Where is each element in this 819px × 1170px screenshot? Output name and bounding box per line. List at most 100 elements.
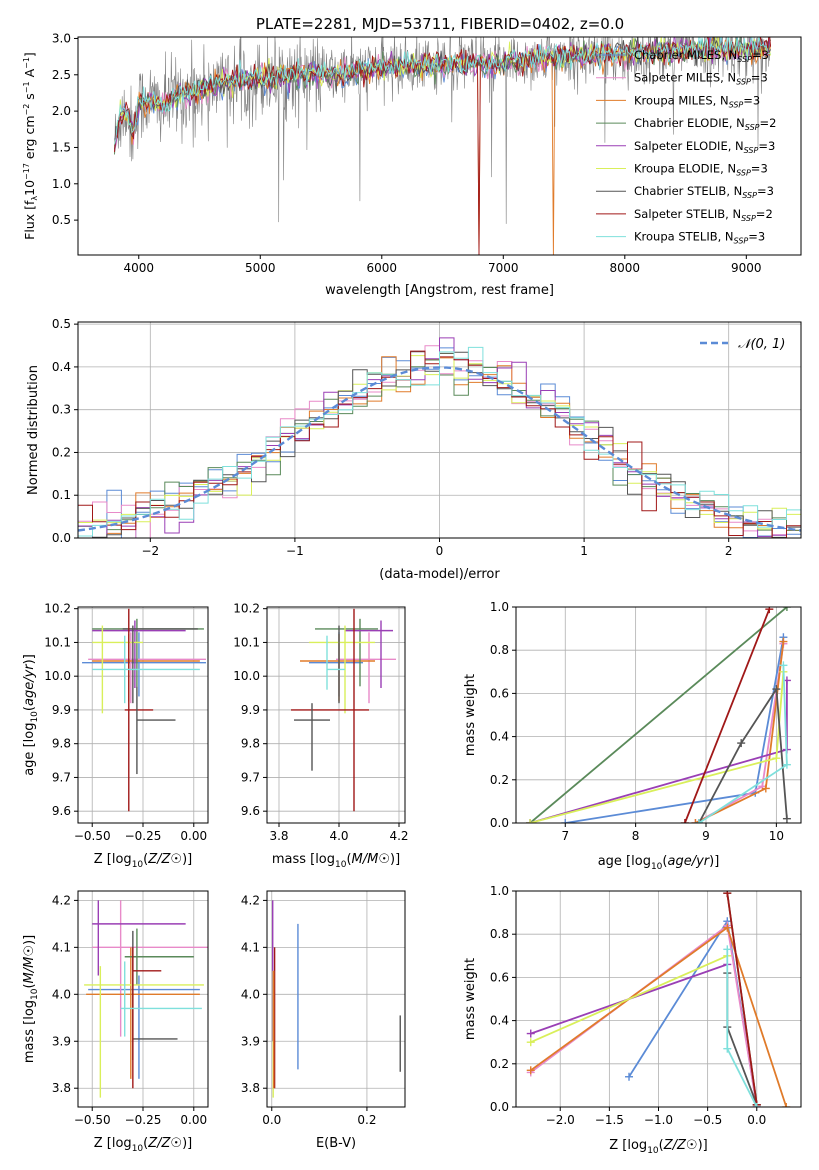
legend-entry: Chabrier ELODIE, NSSP=2 xyxy=(634,116,776,132)
y-tick-label: 10.0 xyxy=(233,669,260,683)
y-tick-label: 1.0 xyxy=(490,884,509,898)
x-tick-label: 0.0 xyxy=(262,1113,281,1127)
x-axis-label: age [log10(age/yr)] xyxy=(598,854,720,872)
axis-label-rest: ( xyxy=(22,983,37,988)
weight-series-line xyxy=(628,918,758,1107)
legend-eq: = xyxy=(748,230,758,244)
legend-subscript: SSP xyxy=(734,237,749,246)
weight-series-line xyxy=(698,686,788,823)
legend-nssp: 3 xyxy=(760,162,767,176)
x-tick-label: 7 xyxy=(561,829,569,843)
axes-frame: 7 8 9 10 0.0 0.2 0.4 0.6 0.8 1.0 xyxy=(490,600,802,843)
x-tick-label: 8000 xyxy=(610,261,641,275)
weight-series-line xyxy=(530,954,728,1044)
plot-area xyxy=(78,337,801,538)
y-tick-label: 10.0 xyxy=(44,669,71,683)
x-axis-label: (data-model)/error xyxy=(379,567,500,582)
y-tick-label: 3.0 xyxy=(52,31,71,45)
axis-label-rest: ( xyxy=(346,852,351,867)
legend-eq: = xyxy=(757,184,767,198)
y-tick-label: 0.0 xyxy=(52,531,71,545)
figure-title: PLATE=2281, MJD=53711, FIBERID=0402, z=0… xyxy=(256,15,624,33)
axis-label-close: )] xyxy=(182,1136,192,1151)
legend-entry: Salpeter STELIB, NSSP=2 xyxy=(634,207,773,223)
x-axis-label: Z [log10(Z/Z☉)] xyxy=(609,1138,707,1156)
x-tick-label: 4.0 xyxy=(329,829,348,843)
y-tick-label: 0.2 xyxy=(490,773,509,787)
legend-subscript: SSP xyxy=(741,214,756,223)
axes-border xyxy=(77,36,802,256)
weight-series-line xyxy=(529,607,788,823)
x-tick-label: 3.8 xyxy=(269,829,288,843)
plot-area xyxy=(114,37,772,255)
x-tick-label: −0.25 xyxy=(125,1113,162,1127)
axis-label-prefix: Z [log xyxy=(609,1138,647,1153)
y-tick-label: 0.8 xyxy=(490,927,509,941)
y-label-mid4: A xyxy=(22,68,37,81)
y-axis-label: mass weight xyxy=(463,958,478,1040)
y-tick-label: 0.0 xyxy=(490,1100,509,1114)
y-tick-label: 0.2 xyxy=(490,1057,509,1071)
axes-frame: 0.0 0.2 3.8 3.9 4.0 4.1 4.2 xyxy=(241,890,406,1127)
y-tick-label: 3.8 xyxy=(52,1081,71,1095)
y-tick-label: 0.4 xyxy=(52,360,71,374)
y-tick-label: 4.0 xyxy=(52,987,71,1001)
axis-label-var: M/M☉ xyxy=(352,852,390,867)
plot-area xyxy=(291,608,396,812)
axes-frame: −2 −1 0 1 2 0.0 0.1 0.2 0.3 0.4 0.5 xyxy=(52,317,802,558)
model-spectrum-line xyxy=(114,37,772,150)
x-tick-label: 6000 xyxy=(367,261,398,275)
x-tick-label: −0.50 xyxy=(74,829,111,843)
y-tick-label: 9.8 xyxy=(241,737,260,751)
legend-eq: = xyxy=(743,93,753,107)
legend-name: Salpeter MILES xyxy=(634,71,720,85)
legend-eq: = xyxy=(756,207,766,221)
y-tick-label: 10.1 xyxy=(233,635,260,649)
x-axis-label: Z [log10(Z/Z☉)] xyxy=(94,1136,192,1154)
legend-nssp: 3 xyxy=(760,71,767,85)
axis-label-var: age/yr xyxy=(667,854,710,869)
y-tick-label: 0.0 xyxy=(490,816,509,830)
axis-label-prefix: Z [log xyxy=(94,1136,132,1151)
x-tick-label: 4.2 xyxy=(389,829,408,843)
y-label-mid3: s xyxy=(22,93,37,104)
y-tick-label: 0.4 xyxy=(490,1014,509,1028)
x-axis-label: wavelength [Angstrom, rest frame] xyxy=(325,283,554,298)
mass-vs-metallicity-panel: −0.50 −0.25 0.003.83.94.04.14.2Z [log10(Z/… xyxy=(22,890,209,1154)
y-tick-label: 9.7 xyxy=(52,770,71,784)
y-tick-label: 1.0 xyxy=(52,177,71,191)
y-tick-label: 3.8 xyxy=(241,1081,260,1095)
legend-eq: = xyxy=(758,139,768,153)
y-tick-label: 0.3 xyxy=(52,403,71,417)
legend-nssp: 3 xyxy=(762,48,769,62)
x-axis-label: E(B-V) xyxy=(316,1136,356,1151)
axis-label-var: Z/Z☉ xyxy=(663,1138,698,1153)
weight-vs-metallicity-panel: −2.0 −1.5 −1.0 −0.5 0.0 0.0 0.2 0.4 0.6 0.8 1.0 Z [… xyxy=(463,884,802,1156)
legend-entry: Kroupa ELODIE, NSSP=3 xyxy=(634,162,768,178)
axis-label-prefix: age [log xyxy=(598,854,651,869)
legend-subscript: SSP xyxy=(745,123,760,132)
plot-area xyxy=(526,607,791,823)
axis-label-prefix: mass [log xyxy=(22,1000,37,1063)
legend-n: , N xyxy=(720,71,736,85)
axis-label-subscript: 10 xyxy=(30,988,40,1000)
grid xyxy=(267,607,405,823)
y-tick-label: 1.0 xyxy=(490,600,509,614)
axis-label-close: )] xyxy=(709,854,719,869)
axis-label-prefix: Z [log xyxy=(94,852,132,867)
axes-border xyxy=(266,890,406,1108)
age-vs-metallicity-panel: −0.50 −0.25 0.00 9.6 9.7 9.8 9.9 10.0 10.1 10.2 Z … xyxy=(22,602,209,870)
axes-border xyxy=(515,606,802,824)
y-tick-label: 0.6 xyxy=(490,686,509,700)
legend-n: , N xyxy=(726,184,742,198)
legend-eq: = xyxy=(752,48,762,62)
legend-entry: Salpeter MILES, NSSP=3 xyxy=(634,71,768,87)
y-axis-label: age [log10(age/yr)] xyxy=(22,654,40,776)
axis-label-var: Z/Z☉ xyxy=(147,1136,182,1151)
plot-area xyxy=(526,891,791,1107)
grid xyxy=(516,890,801,1108)
mass-vs-ebv-panel: 0.0 0.2 3.8 3.9 4.0 4.1 4.2 E(B-V) xyxy=(241,890,406,1151)
legend-subscript: SSP xyxy=(742,191,757,200)
y-label-sub: λ xyxy=(30,196,39,201)
axis-label-close: )] xyxy=(22,654,37,664)
